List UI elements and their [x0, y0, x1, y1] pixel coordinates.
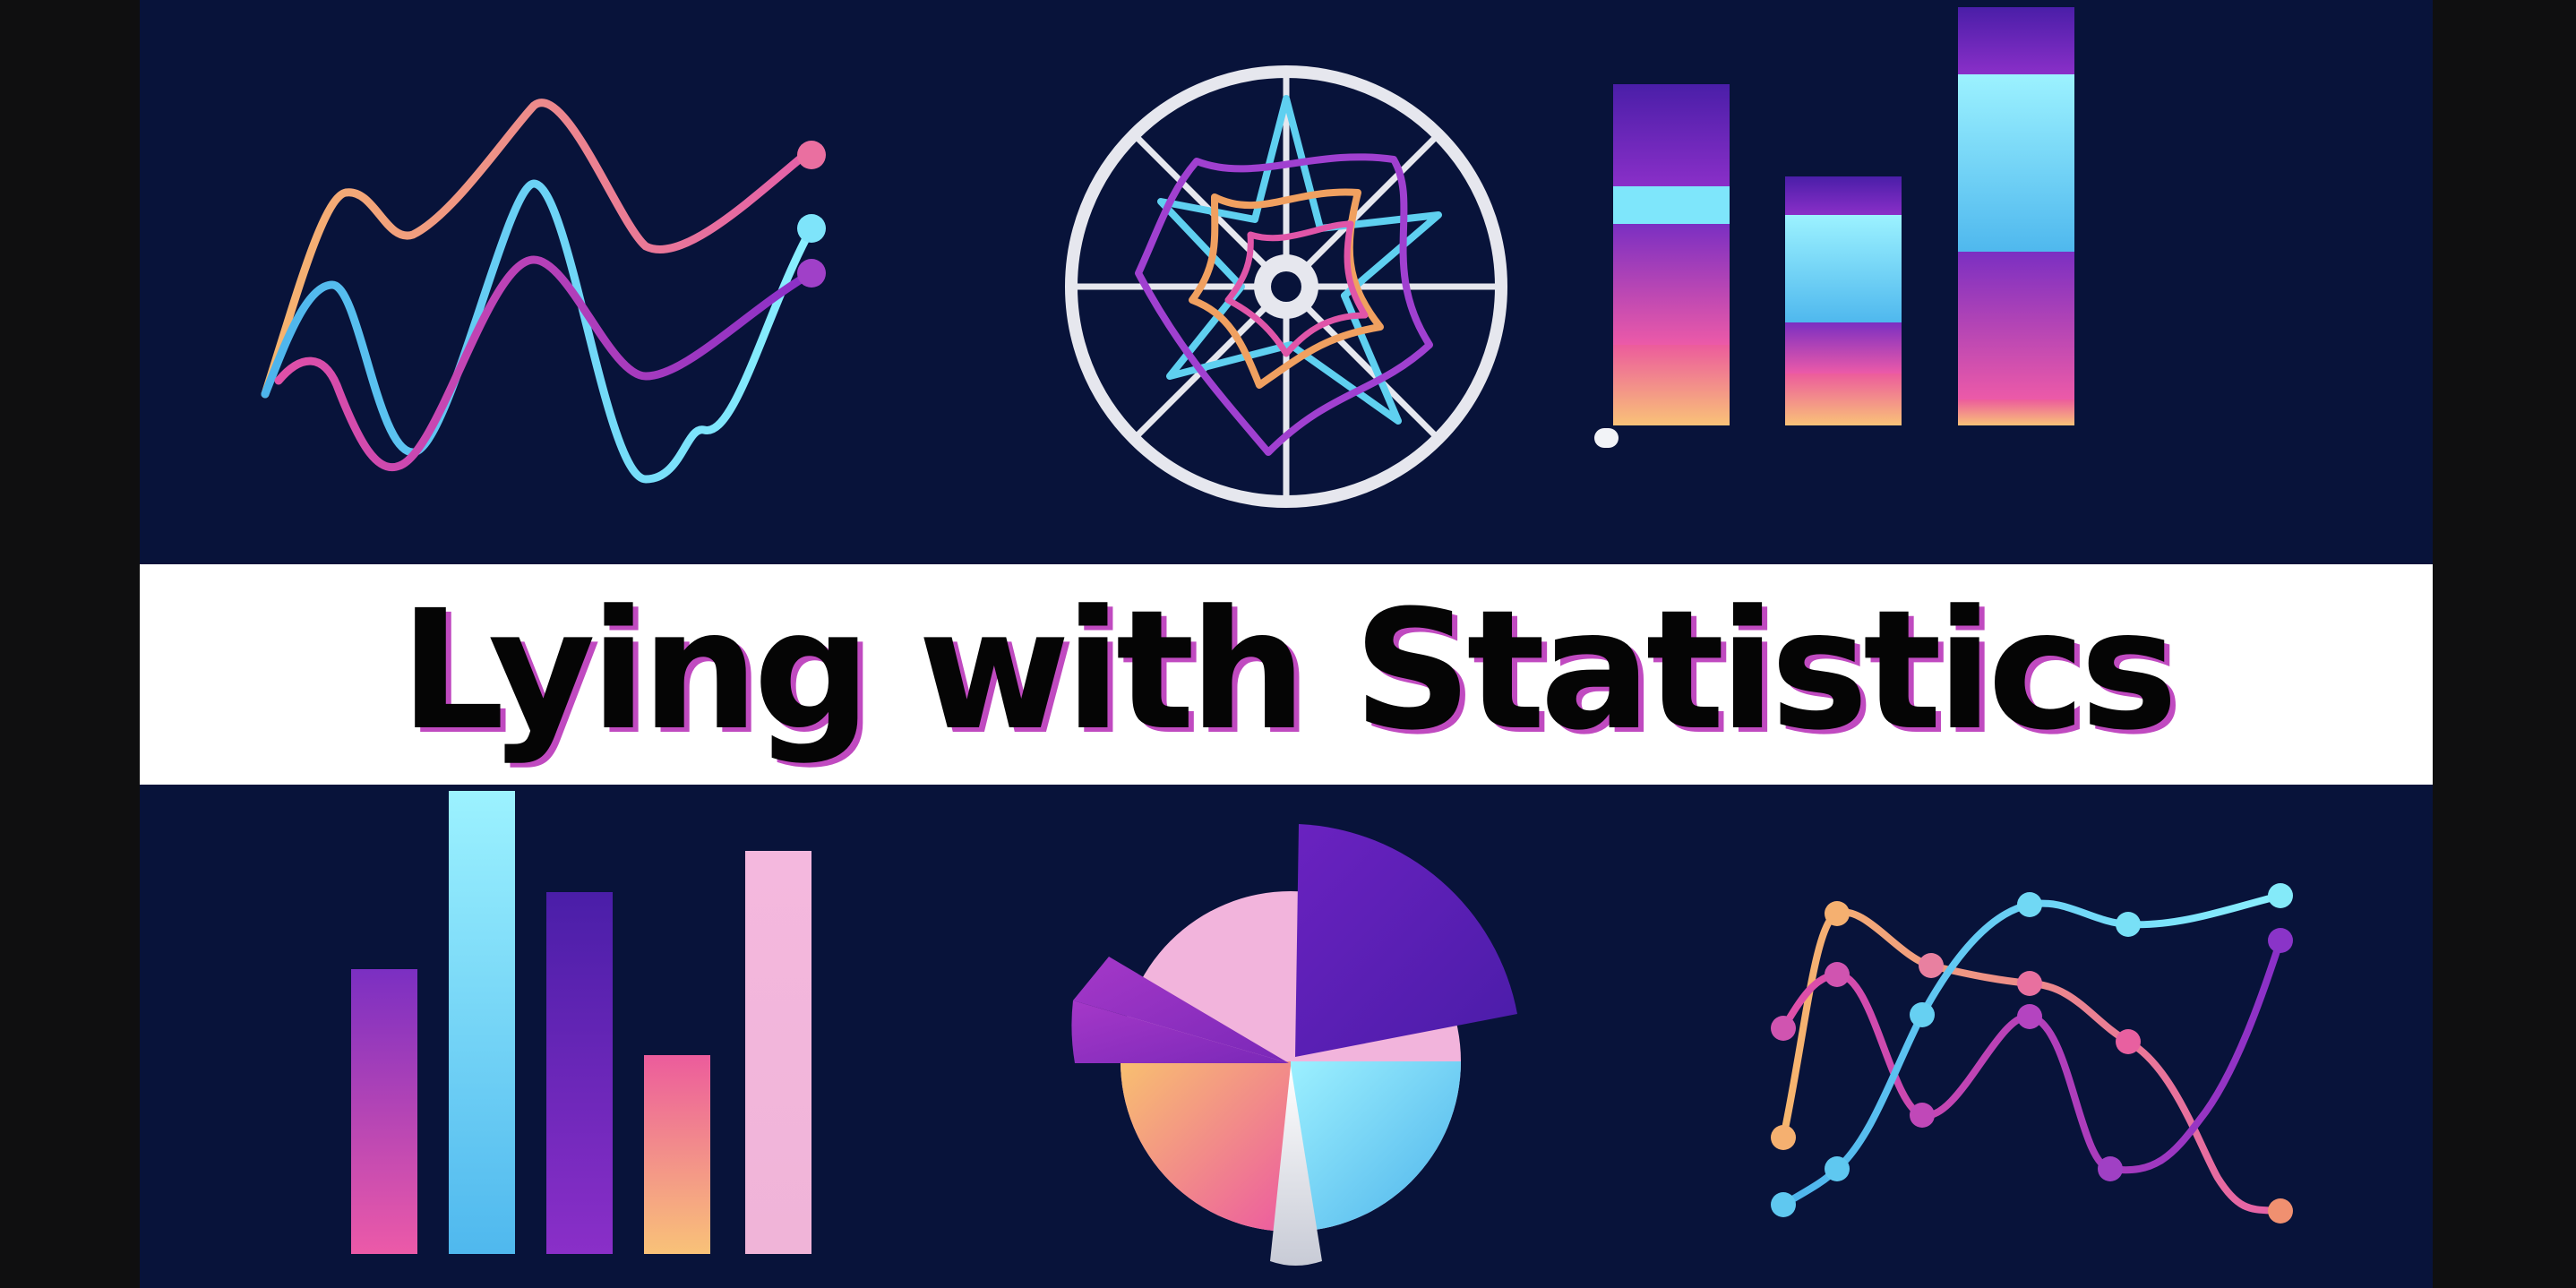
stacked-bar-chart-icon	[1594, 7, 2299, 448]
pie-chart-icon	[1071, 824, 1517, 1266]
title-band: Lying with Statistics	[140, 564, 2433, 785]
bar-chart-icon	[272, 791, 887, 1275]
line-chart-icon	[247, 99, 912, 484]
radar-chart-icon	[1065, 65, 1507, 508]
title: Lying with Statistics	[399, 575, 2177, 767]
chart-illustrations	[247, 7, 2299, 1275]
thumbnail: Lying with Statistics	[140, 0, 2433, 1288]
curve-chart-icon	[1750, 829, 2298, 1270]
